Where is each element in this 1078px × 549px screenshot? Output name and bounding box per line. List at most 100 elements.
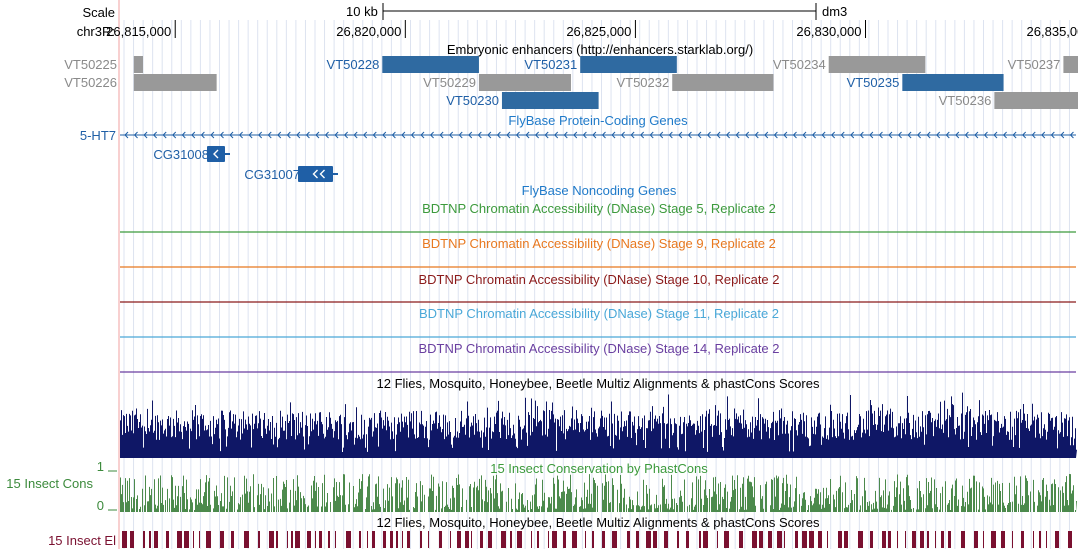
conserved-element[interactable] — [602, 531, 605, 548]
enhancer-item[interactable]: VT50230 — [446, 92, 599, 109]
dnase-track-title[interactable]: BDTNP Chromatin Accessibility (DNase) St… — [418, 272, 779, 287]
conserved-element[interactable] — [359, 531, 361, 548]
enhancer-track-title[interactable]: Embryonic enhancers (http://enhancers.st… — [447, 42, 753, 57]
conserved-element[interactable] — [367, 531, 368, 548]
conserved-element[interactable] — [768, 531, 772, 548]
conserved-element[interactable] — [991, 531, 996, 548]
enhancer-label[interactable]: VT50226 — [64, 75, 117, 90]
dnase-track-title[interactable]: BDTNP Chromatin Accessibility (DNase) St… — [422, 201, 776, 216]
dnase-track-title[interactable]: BDTNP Chromatin Accessibility (DNase) St… — [418, 341, 779, 356]
conserved-element[interactable] — [961, 531, 965, 548]
conserved-element[interactable] — [122, 531, 127, 548]
conserved-element[interactable] — [383, 531, 386, 548]
conserved-element[interactable] — [664, 531, 668, 548]
conserved-element[interactable] — [974, 531, 978, 548]
conserved-element[interactable] — [231, 531, 234, 548]
conserved-element[interactable] — [130, 531, 134, 548]
conserved-element[interactable] — [795, 531, 798, 548]
conserved-element[interactable] — [295, 531, 300, 548]
enhancer-item[interactable]: VT50232 — [616, 74, 774, 91]
conserved-element[interactable] — [858, 531, 863, 548]
conserved-element[interactable] — [686, 531, 689, 548]
conserved-element[interactable] — [450, 531, 451, 548]
conserved-element[interactable] — [699, 531, 701, 548]
conserved-element[interactable] — [193, 531, 194, 548]
conserved-element[interactable] — [1068, 531, 1072, 548]
conserved-element[interactable] — [888, 531, 891, 548]
conserved-element[interactable] — [636, 531, 639, 548]
phastcons-side-label[interactable]: 15 Insect Cons — [6, 476, 93, 491]
gene-label[interactable]: 5-HT7 — [80, 128, 116, 143]
ruler-track[interactable]: Scale chr3R: 10 kb dm3 26,815,000 26,820,… — [77, 3, 1078, 39]
gene-label[interactable]: CG31007 — [244, 167, 300, 182]
conserved-element[interactable] — [199, 531, 200, 548]
dnase-tracks[interactable]: BDTNP Chromatin Accessibility (DNase) St… — [120, 201, 1076, 373]
noncoding-genes-track-title[interactable]: FlyBase Noncoding Genes — [522, 183, 677, 198]
coding-genes-track[interactable]: 5-HT7 CG31008 CG31007 — [80, 128, 1076, 182]
dnase-track-title[interactable]: BDTNP Chromatin Accessibility (DNase) St… — [422, 236, 776, 251]
conserved-element[interactable] — [897, 531, 898, 548]
conserved-element[interactable] — [390, 531, 393, 548]
conserved-element[interactable] — [276, 531, 278, 548]
enhancer-label[interactable]: VT50236 — [939, 93, 992, 108]
conserved-element[interactable] — [269, 531, 274, 548]
conserved-element[interactable] — [537, 531, 539, 548]
gene-item[interactable]: CG31008 — [153, 146, 230, 162]
phastcons-signal[interactable] — [120, 474, 1077, 512]
enhancer-block[interactable] — [902, 74, 1004, 91]
conserved-element[interactable] — [531, 531, 532, 548]
enhancer-label[interactable]: VT50235 — [847, 75, 900, 90]
elements-side-label[interactable]: 15 Insect El — [48, 533, 116, 548]
conserved-element[interactable] — [983, 531, 984, 548]
conserved-element[interactable] — [548, 531, 549, 548]
conserved-element[interactable] — [612, 531, 617, 548]
gene-5ht7[interactable]: 5-HT7 — [80, 128, 1076, 143]
conserved-element[interactable] — [335, 531, 336, 548]
conserved-element[interactable] — [457, 531, 461, 548]
conserved-element[interactable] — [703, 531, 708, 548]
enhancer-label[interactable]: VT50231 — [524, 57, 577, 72]
conserved-element[interactable] — [572, 531, 577, 548]
conserved-element[interactable] — [941, 531, 944, 548]
enhancer-item[interactable]: VT50237 — [1008, 56, 1078, 73]
conserved-element[interactable] — [465, 531, 469, 548]
conserved-element[interactable] — [291, 531, 293, 548]
enhancer-label[interactable]: VT50228 — [327, 57, 380, 72]
conserved-element[interactable] — [912, 531, 916, 548]
enhancer-label[interactable]: VT50232 — [616, 75, 669, 90]
conserved-element[interactable] — [439, 531, 442, 548]
gene-exon[interactable] — [207, 146, 225, 162]
conserved-element[interactable] — [948, 531, 951, 548]
conserved-element[interactable] — [552, 531, 557, 548]
conserved-element[interactable] — [802, 531, 807, 548]
conserved-element[interactable] — [809, 531, 814, 548]
gene-exon[interactable] — [298, 166, 333, 182]
enhancer-block[interactable] — [133, 74, 217, 91]
conserved-element[interactable] — [935, 531, 936, 548]
conserved-element[interactable] — [646, 531, 651, 548]
enhancer-label[interactable]: VT50225 — [64, 57, 117, 72]
conserved-element[interactable] — [827, 531, 828, 548]
dnase-track-title[interactable]: BDTNP Chromatin Accessibility (DNase) St… — [419, 306, 779, 321]
conserved-element[interactable] — [258, 531, 260, 548]
conserved-element[interactable] — [307, 531, 311, 548]
conserved-element[interactable] — [149, 531, 151, 548]
conserved-element[interactable] — [1039, 531, 1041, 548]
phastcons-track-title[interactable]: 15 Insect Conservation by PhastCons — [490, 461, 708, 476]
conserved-element[interactable] — [818, 531, 822, 548]
enhancer-item[interactable]: VT50234 — [773, 56, 926, 73]
conserved-element[interactable] — [759, 531, 763, 548]
conserved-element[interactable] — [346, 531, 351, 548]
dnase-track[interactable]: BDTNP Chromatin Accessibility (DNase) St… — [120, 201, 1076, 233]
conserved-element[interactable] — [920, 531, 924, 548]
enhancer-block[interactable] — [382, 56, 479, 73]
conserved-element[interactable] — [1001, 531, 1005, 548]
conserved-element[interactable] — [420, 531, 422, 548]
enhancer-item[interactable]: VT50235 — [847, 74, 1004, 91]
conserved-element[interactable] — [166, 531, 169, 548]
conserved-element[interactable] — [653, 531, 657, 548]
conserved-element[interactable] — [563, 531, 566, 548]
conserved-element[interactable] — [882, 531, 886, 548]
enhancer-item[interactable]: VT50228 — [327, 56, 479, 73]
dnase-track[interactable]: BDTNP Chromatin Accessibility (DNase) St… — [120, 341, 1076, 373]
